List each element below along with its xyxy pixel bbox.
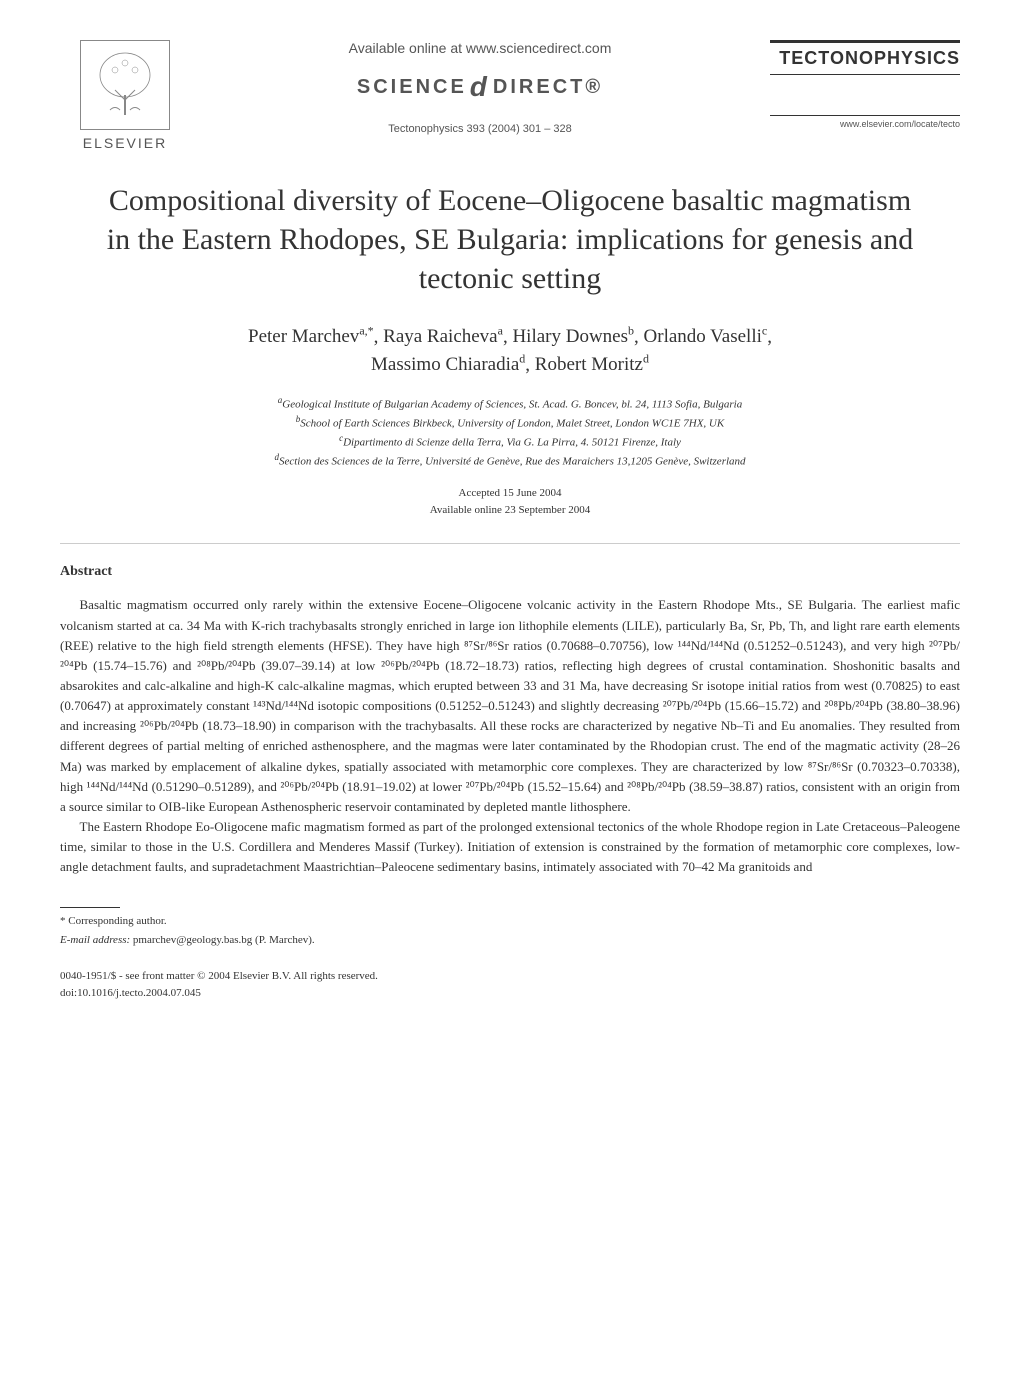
email-address: pmarchev@geology.bas.bg (P. Marchev). [130, 934, 314, 946]
author: Robert Moritzd [535, 354, 649, 375]
abstract-paragraph: Basaltic magmatism occurred only rarely … [60, 595, 960, 817]
author: Peter Marcheva,* [248, 326, 374, 347]
corresponding-author: * Corresponding author. [60, 913, 960, 930]
author: Orlando Vasellic [644, 326, 768, 347]
affiliation: aGeological Institute of Bulgarian Acade… [60, 394, 960, 413]
affiliations-list: aGeological Institute of Bulgarian Acade… [60, 394, 960, 471]
online-date: Available online 23 September 2004 [60, 502, 960, 519]
sciencedirect-icon: d [470, 71, 490, 103]
sciencedirect-suffix: DIRECT® [493, 76, 603, 99]
affiliation: bSchool of Earth Sciences Birkbeck, Univ… [60, 413, 960, 432]
journal-name: TECTONOPHYSICS [770, 40, 960, 75]
affiliation: dSection des Sciences de la Terre, Unive… [60, 451, 960, 470]
section-divider [60, 543, 960, 544]
email-label: E-mail address: [60, 934, 130, 946]
elsevier-tree-icon [80, 40, 170, 130]
affiliation: cDipartimento di Scienze della Terra, Vi… [60, 432, 960, 451]
author: Hilary Downesb [512, 326, 634, 347]
journal-url: www.elsevier.com/locate/tecto [770, 115, 960, 129]
abstract-heading: Abstract [60, 564, 960, 580]
abstract-paragraph: The Eastern Rhodope Eo-Oligocene mafic m… [60, 817, 960, 877]
available-online-text: Available online at www.sciencedirect.co… [349, 40, 612, 56]
journal-reference: Tectonophysics 393 (2004) 301 – 328 [388, 123, 571, 135]
footer: * Corresponding author. E-mail address: … [60, 907, 960, 1001]
authors-list: Peter Marcheva,*, Raya Raichevaa, Hilary… [60, 323, 960, 379]
sciencedirect-logo: SCIENCE d DIRECT® [357, 71, 603, 103]
abstract-body: Basaltic magmatism occurred only rarely … [60, 595, 960, 877]
email-line: E-mail address: pmarchev@geology.bas.bg … [60, 932, 960, 949]
article-dates: Accepted 15 June 2004 Available online 2… [60, 485, 960, 518]
header-center: Available online at www.sciencedirect.co… [190, 40, 770, 135]
publisher-name: ELSEVIER [83, 135, 167, 151]
doi-text: doi:10.1016/j.tecto.2004.07.045 [60, 985, 960, 1002]
copyright-text: 0040-1951/$ - see front matter © 2004 El… [60, 968, 960, 985]
accepted-date: Accepted 15 June 2004 [60, 485, 960, 502]
publisher-logo: ELSEVIER [60, 40, 190, 151]
header-right: TECTONOPHYSICS www.elsevier.com/locate/t… [770, 40, 960, 129]
author: Raya Raichevaa [383, 326, 503, 347]
footer-divider [60, 907, 120, 908]
article-title: Compositional diversity of Eocene–Oligoc… [100, 181, 920, 298]
author: Massimo Chiaradiad [371, 354, 525, 375]
sciencedirect-prefix: SCIENCE [357, 76, 467, 99]
header-row: ELSEVIER Available online at www.science… [60, 40, 960, 151]
